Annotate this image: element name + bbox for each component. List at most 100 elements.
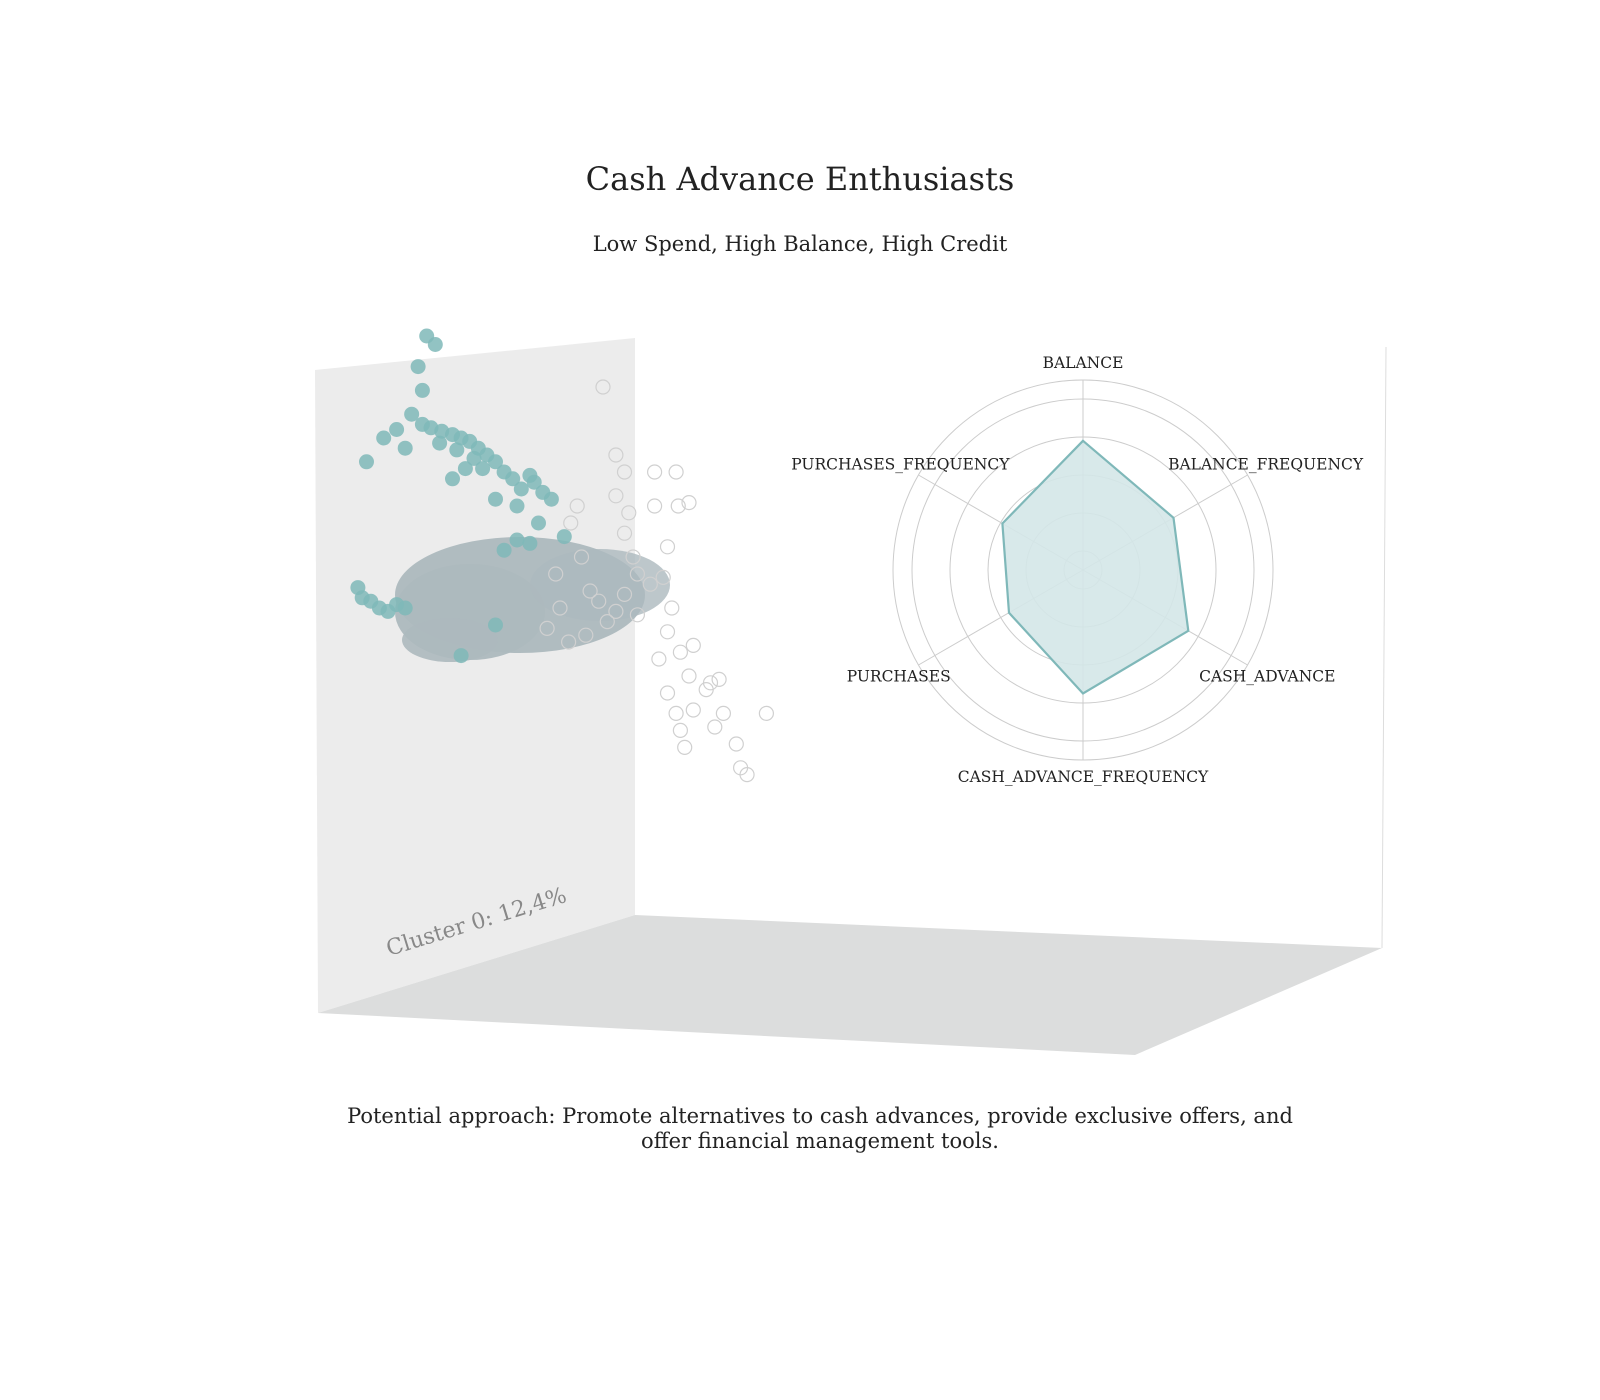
scatter-point: [685, 637, 701, 654]
scatter-point: [677, 739, 693, 756]
floor-pane: [318, 915, 1382, 1055]
scatter-point: [616, 464, 633, 480]
scatter-point: [445, 471, 460, 487]
radar-axis-label: CASH_ADVANCE: [1199, 667, 1335, 685]
scatter-point: [681, 668, 697, 684]
scatter-point: [404, 406, 420, 422]
scatter-point: [552, 600, 568, 616]
scatter-point: [608, 447, 624, 463]
scatter-point: [563, 515, 579, 531]
scatter-point: [599, 613, 615, 630]
scatter-point: [591, 593, 607, 609]
scatter-point: [488, 491, 503, 507]
scatter-point: [616, 525, 633, 541]
scatter-point: [397, 440, 413, 456]
scatter-point: [659, 685, 676, 701]
scatter-point: [651, 651, 667, 667]
scatter-point: [466, 450, 482, 466]
scatter-point: [560, 634, 577, 650]
dense-core-lower: [402, 618, 498, 662]
left-pane: [315, 338, 635, 1013]
scatter-point: [739, 766, 755, 783]
scatter-point: [453, 648, 469, 664]
scatter-point: [427, 337, 443, 352]
scatter-point: [531, 515, 546, 531]
chart-title: Cash Advance Enthusiasts: [585, 160, 1015, 198]
scatter-point: [608, 488, 624, 504]
scatter-point: [629, 607, 646, 623]
scatter-point: [629, 566, 646, 582]
scatter-point: [707, 719, 723, 735]
scatter-point: [702, 675, 719, 691]
radar-axis-label: PURCHASES: [847, 667, 951, 685]
scatter-point: [655, 569, 671, 586]
scatter-point: [397, 600, 413, 616]
scatter-point: [664, 600, 680, 616]
scatter-point: [646, 498, 663, 514]
scatter-point: [410, 359, 426, 375]
scatter-point: [685, 702, 701, 718]
scatter-series-0: [350, 328, 572, 664]
scatter-point: [526, 474, 542, 490]
scatter-point: [625, 549, 641, 565]
radar-axis-label: CASH_ADVANCE_FREQUENCY: [958, 768, 1209, 786]
scatter-point: [376, 430, 392, 446]
scatter-point: [513, 481, 529, 497]
scatter-point: [578, 627, 594, 643]
scatter-point: [556, 529, 572, 545]
scatter-point: [522, 535, 538, 551]
scatter-point: [509, 498, 525, 514]
scatter-point: [414, 382, 430, 398]
3d-panes: [315, 338, 1387, 1055]
scatter-point: [573, 549, 590, 565]
scatter-point: [359, 454, 374, 470]
scatter-point: [488, 454, 503, 470]
radar-axis-labels: BALANCE BALANCE_FREQUENCY CASH_ADVANCE CASH…: [791, 354, 1364, 786]
radar-chart: BALANCE BALANCE_FREQUENCY CASH_ADVANCE CASH…: [791, 354, 1364, 786]
radar-axis-label: BALANCE_FREQUENCY: [1168, 456, 1364, 474]
scatter-point: [646, 464, 663, 480]
scatter-point: [457, 461, 473, 477]
scatter-point: [659, 539, 676, 555]
scatter-point: [621, 505, 637, 521]
scatter-point: [505, 471, 521, 487]
scatter-point: [595, 379, 611, 395]
scatter-point: [509, 532, 525, 548]
scatter-point: [758, 705, 775, 722]
radar-axis-label: PURCHASES_FREQUENCY: [791, 456, 1010, 474]
scatter-point: [543, 491, 559, 507]
approach-text: Potential approach: Promote alternatives…: [347, 1104, 1293, 1153]
chart-subtitle: Low Spend, High Balance, High Credit: [592, 232, 1008, 256]
scatter-point: [608, 603, 624, 620]
dense-core-right: [530, 549, 670, 621]
scatter-point: [389, 422, 405, 437]
scatter-point: [670, 498, 686, 514]
radar-series-area: [1001, 439, 1190, 695]
scatter-point: [496, 542, 512, 558]
scatter-point: [681, 495, 697, 511]
scatter-point: [414, 416, 430, 432]
scatter-point: [668, 705, 684, 722]
scatter-point: [488, 617, 503, 633]
scatter-point: [475, 461, 491, 477]
scatter-point: [582, 583, 598, 599]
radar-axis-label: BALANCE: [1043, 354, 1124, 372]
scatter-point: [616, 586, 633, 603]
scatter-point: [728, 736, 744, 752]
scatter-point: [668, 464, 684, 480]
scatter-point: [449, 442, 465, 458]
scatter-point: [642, 576, 658, 592]
scatter-point: [659, 624, 676, 640]
scatter-point: [715, 705, 732, 722]
scatter-point: [539, 620, 555, 637]
right-pane-edge: [1381, 346, 1387, 949]
scatter-plot: [350, 328, 775, 783]
scatter-point: [432, 435, 448, 451]
scatter-point: [711, 671, 727, 688]
scatter-point: [569, 498, 585, 514]
scatter-series-2: [539, 379, 775, 783]
scatter-point: [672, 644, 689, 660]
scatter-point: [548, 566, 564, 582]
